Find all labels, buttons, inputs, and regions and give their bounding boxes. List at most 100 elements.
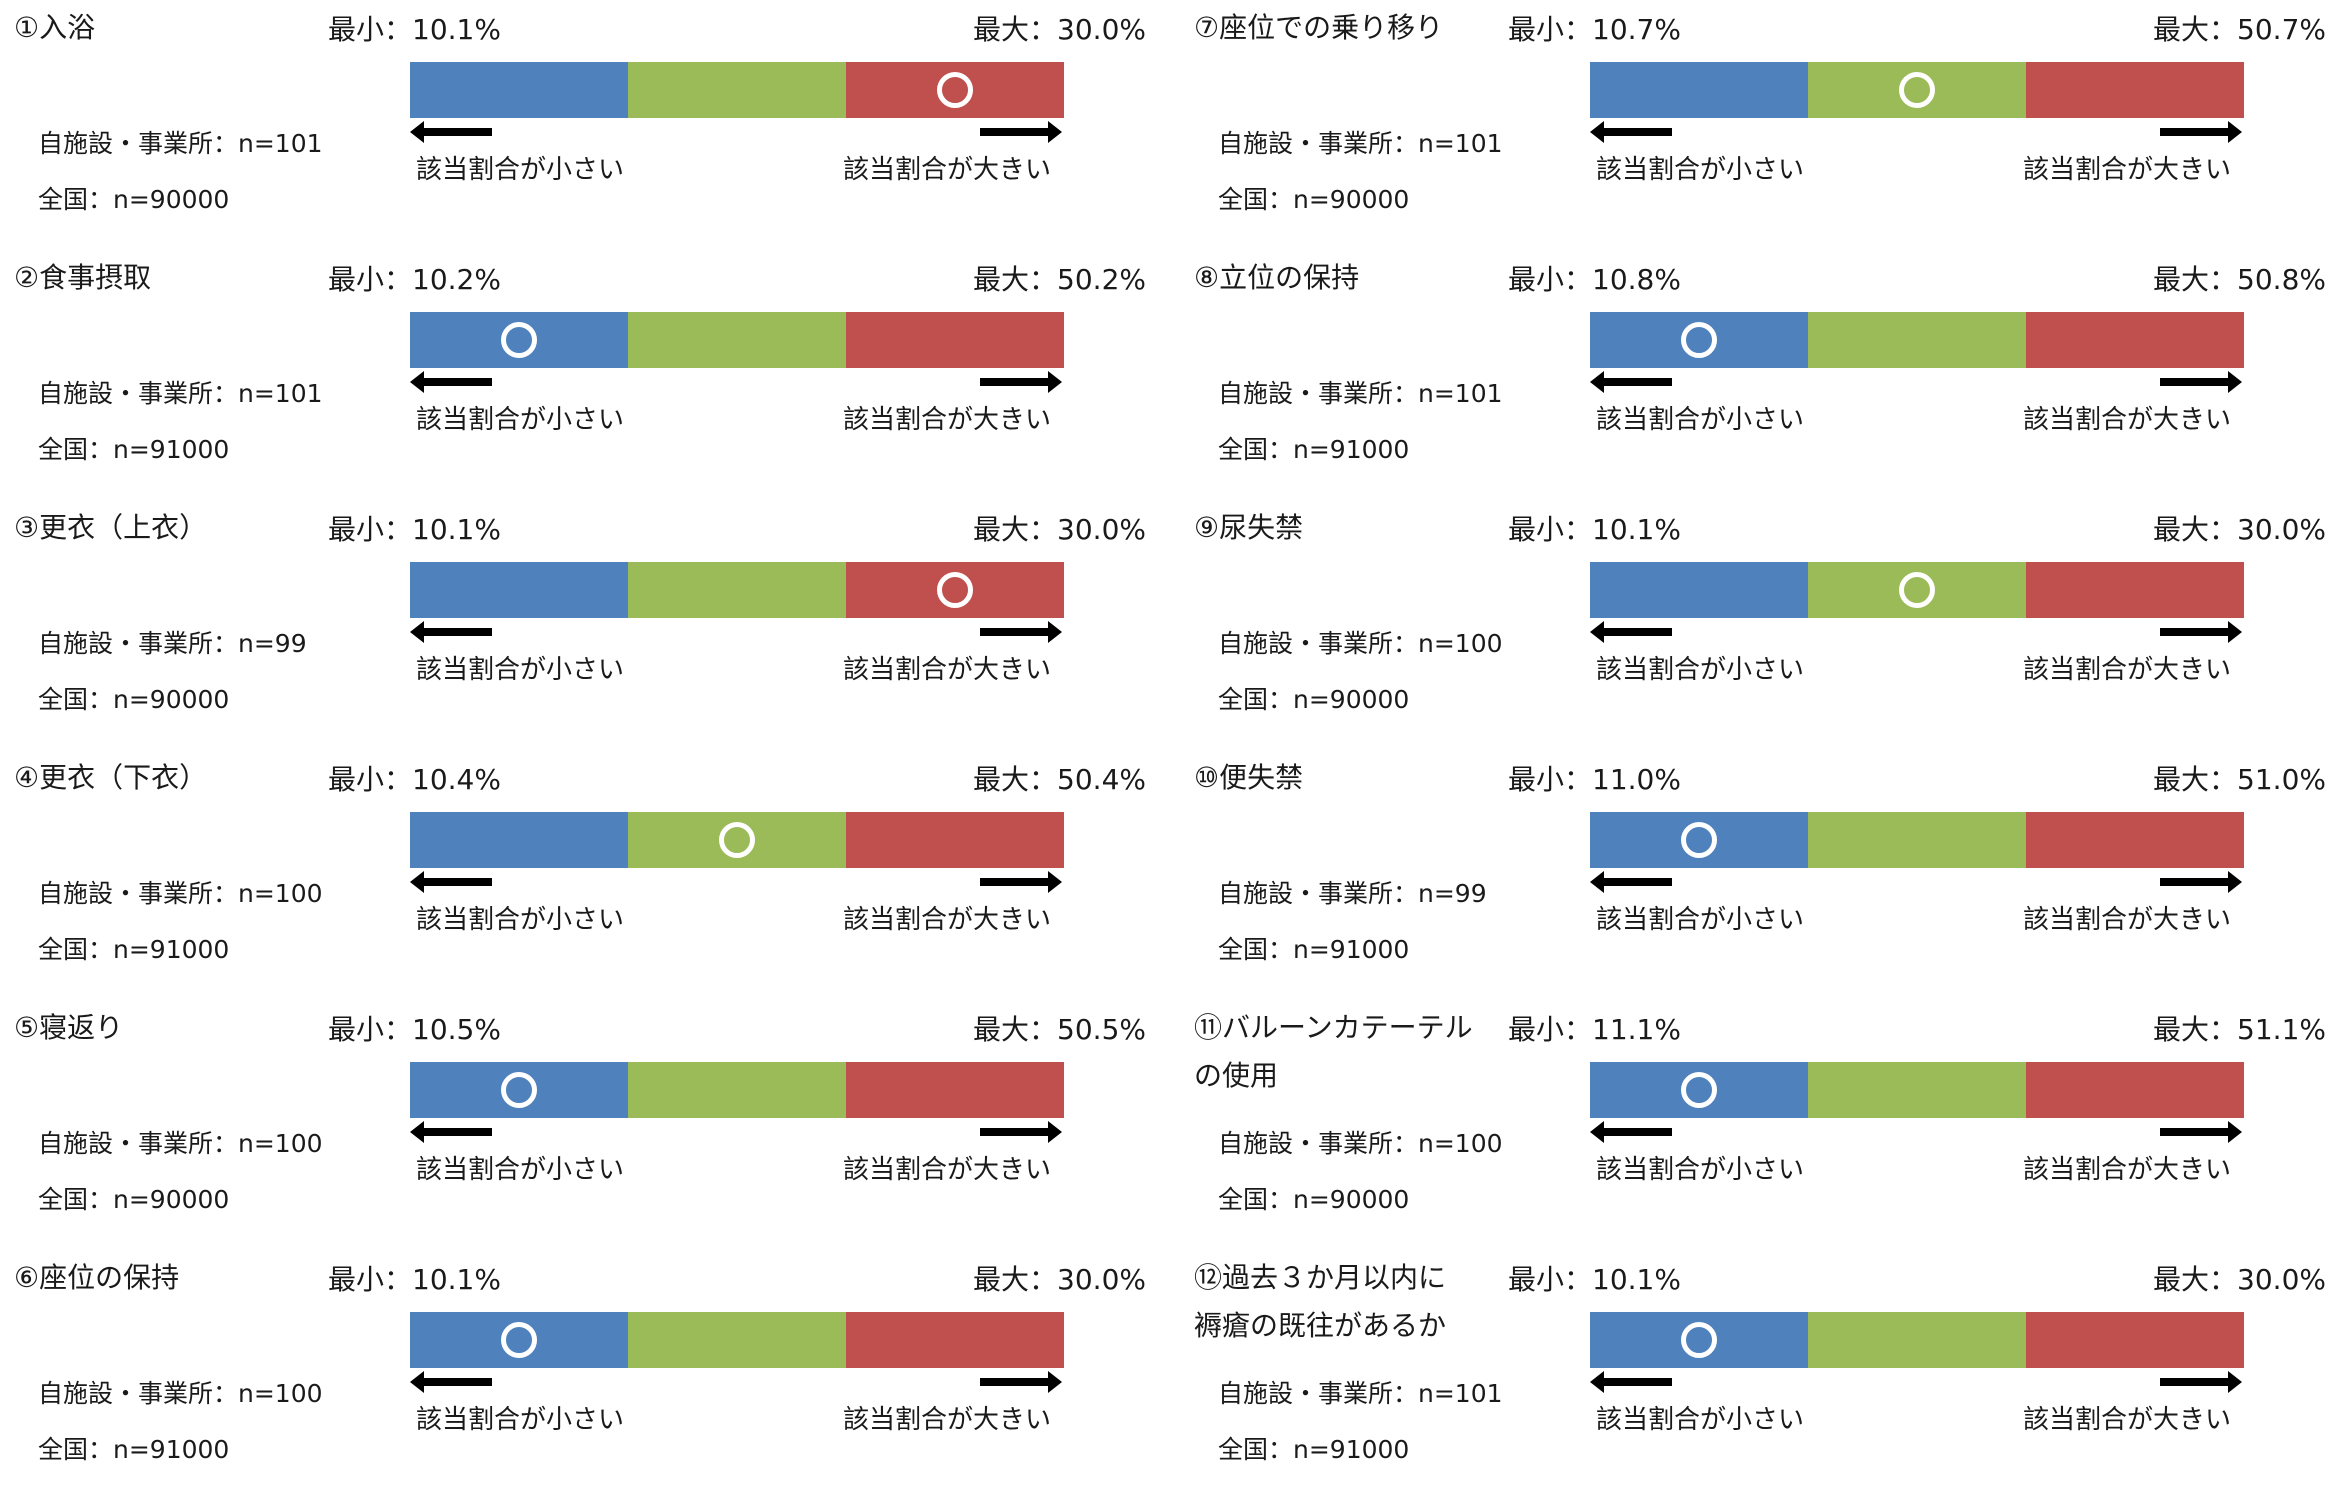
min-value: 10.2% xyxy=(412,263,501,296)
facility-count: 自施設・事業所：n=99 xyxy=(1218,874,1487,914)
facility-count: 自施設・事業所：n=100 xyxy=(1218,624,1503,664)
min-value: 10.8% xyxy=(1592,263,1681,296)
max-value: 50.7% xyxy=(2237,13,2326,46)
min-value: 10.1% xyxy=(412,513,501,546)
min-prefix: 最小： xyxy=(328,263,413,296)
scale-bar xyxy=(1590,1312,2244,1368)
arrow-right-icon xyxy=(2160,871,2242,893)
national-n: n=90000 xyxy=(113,185,230,214)
facility-n: n=99 xyxy=(238,629,307,658)
chart-item: ⑤寝返り 最小：10.5% 最大：50.5% 該当割合が小さい 該当割合が大きい 自施設・… xyxy=(0,1000,1170,1250)
national-prefix: 全国： xyxy=(38,185,114,214)
arrow-left-icon xyxy=(410,871,492,893)
facility-count: 自施設・事業所：n=101 xyxy=(1218,374,1503,414)
arrow-right-icon xyxy=(980,371,1062,393)
arrow-left-label: 該当割合が小さい xyxy=(1596,655,1805,685)
max-prefix: 最大： xyxy=(973,263,1058,296)
segment-high xyxy=(846,562,1064,618)
min-label: 最小：10.1% xyxy=(328,10,501,50)
segment-mid xyxy=(628,812,846,868)
facility-n: n=100 xyxy=(238,1129,323,1158)
national-count: 全国：n=90000 xyxy=(38,680,229,720)
item-title-line: の使用 xyxy=(1194,1059,1279,1092)
segment-mid xyxy=(1808,812,2026,868)
arrow-right-icon xyxy=(2160,621,2242,643)
arrow-right-icon xyxy=(980,871,1062,893)
min-prefix: 最小： xyxy=(1508,513,1593,546)
item-title: ⑤寝返り xyxy=(14,1011,124,1044)
max-value: 30.0% xyxy=(1057,513,1146,546)
min-value: 11.1% xyxy=(1592,1013,1681,1046)
min-label: 最小：10.1% xyxy=(328,1260,501,1300)
arrow-left-label: 該当割合が小さい xyxy=(416,1405,625,1435)
segment-low xyxy=(410,312,628,368)
national-count: 全国：n=91000 xyxy=(38,930,229,970)
max-label: 最大：50.4% xyxy=(973,760,1146,800)
arrow-right-label: 該当割合が大きい xyxy=(843,655,1052,685)
circle-marker xyxy=(1681,322,1717,358)
segment-high xyxy=(846,1312,1064,1368)
national-prefix: 全国： xyxy=(1218,185,1294,214)
facility-n: n=101 xyxy=(1418,129,1503,158)
circle-marker xyxy=(1681,1072,1717,1108)
max-label: 最大：50.5% xyxy=(973,1010,1146,1050)
national-n: n=90000 xyxy=(1293,185,1410,214)
item-title: ④更衣（下衣） xyxy=(14,761,208,794)
segment-mid xyxy=(628,312,846,368)
arrow-right-label: 該当割合が大きい xyxy=(843,1155,1052,1185)
national-n: n=90000 xyxy=(1293,1185,1410,1214)
segment-mid xyxy=(628,562,846,618)
segment-low xyxy=(410,62,628,118)
arrow-right-icon xyxy=(980,1121,1062,1143)
max-value: 51.1% xyxy=(2237,1013,2326,1046)
min-prefix: 最小： xyxy=(328,13,413,46)
max-label: 最大：30.0% xyxy=(2153,510,2326,550)
segment-mid xyxy=(1808,562,2026,618)
circle-marker xyxy=(501,322,537,358)
item-title: ⑧立位の保持 xyxy=(1194,261,1360,294)
max-label: 最大：51.0% xyxy=(2153,760,2326,800)
arrow-right-label: 該当割合が大きい xyxy=(2023,1155,2232,1185)
arrow-left-icon xyxy=(1590,1121,1672,1143)
segment-low xyxy=(1590,812,1808,868)
max-label: 最大：30.0% xyxy=(2153,1260,2326,1300)
max-prefix: 最大： xyxy=(973,1013,1058,1046)
national-count: 全国：n=91000 xyxy=(1218,930,1409,970)
national-prefix: 全国： xyxy=(38,1185,114,1214)
circle-marker xyxy=(719,822,755,858)
arrow-left-icon xyxy=(1590,871,1672,893)
scale-bar xyxy=(1590,1062,2244,1118)
min-label: 最小：10.1% xyxy=(328,510,501,550)
arrow-left-label: 該当割合が小さい xyxy=(1596,155,1805,185)
arrow-left-icon xyxy=(410,1121,492,1143)
chart-item: ②食事摂取 最小：10.2% 最大：50.2% 該当割合が小さい 該当割合が大きい 自施設… xyxy=(0,250,1170,500)
facility-n: n=101 xyxy=(1418,1379,1503,1408)
national-prefix: 全国： xyxy=(38,1435,114,1464)
arrow-left-label: 該当割合が小さい xyxy=(1596,905,1805,935)
min-prefix: 最小： xyxy=(1508,763,1593,796)
national-n: n=91000 xyxy=(1293,1435,1410,1464)
national-prefix: 全国： xyxy=(1218,1185,1294,1214)
item-title: ⑩便失禁 xyxy=(1194,761,1304,794)
min-label: 最小：11.1% xyxy=(1508,1010,1681,1050)
arrow-right-icon xyxy=(980,621,1062,643)
facility-n: n=100 xyxy=(1418,629,1503,658)
max-prefix: 最大： xyxy=(2153,263,2238,296)
segment-low xyxy=(1590,562,1808,618)
facility-count: 自施設・事業所：n=101 xyxy=(38,124,323,164)
national-prefix: 全国： xyxy=(1218,1435,1294,1464)
facility-n: n=101 xyxy=(238,129,323,158)
segment-high xyxy=(846,812,1064,868)
arrow-left-label: 該当割合が小さい xyxy=(1596,1405,1805,1435)
segment-mid xyxy=(628,1062,846,1118)
segment-high xyxy=(2026,1312,2244,1368)
facility-count: 自施設・事業所：n=101 xyxy=(1218,1374,1503,1414)
circle-marker xyxy=(501,1322,537,1358)
chart-item: ①入浴 最小：10.1% 最大：30.0% 該当割合が小さい 該当割合が大きい 自施設・事… xyxy=(0,0,1170,250)
min-prefix: 最小： xyxy=(328,513,413,546)
segment-low xyxy=(410,1312,628,1368)
chart-item: ⑧立位の保持 最小：10.8% 最大：50.8% 該当割合が小さい 該当割合が大きい 自施… xyxy=(1180,250,2350,500)
max-prefix: 最大： xyxy=(2153,13,2238,46)
scale-bar xyxy=(410,62,1064,118)
segment-low xyxy=(410,562,628,618)
